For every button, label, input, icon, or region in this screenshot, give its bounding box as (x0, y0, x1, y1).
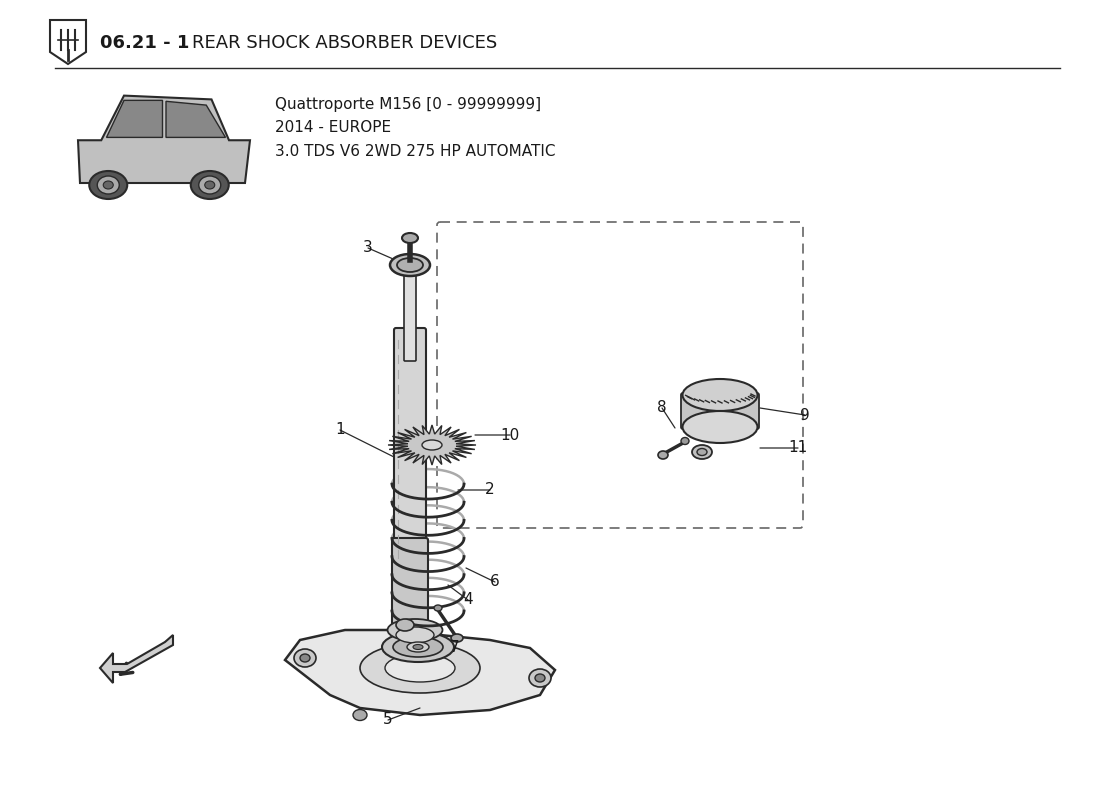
Ellipse shape (190, 171, 229, 199)
Ellipse shape (396, 627, 435, 643)
Polygon shape (78, 96, 250, 183)
Ellipse shape (535, 674, 544, 682)
FancyBboxPatch shape (394, 328, 426, 562)
Text: 2014 - EUROPE: 2014 - EUROPE (275, 121, 392, 135)
Ellipse shape (681, 438, 689, 445)
Ellipse shape (382, 632, 454, 662)
Polygon shape (285, 630, 556, 715)
Ellipse shape (97, 176, 119, 194)
Ellipse shape (387, 619, 442, 641)
Text: 10: 10 (500, 427, 519, 442)
Text: 3.0 TDS V6 2WD 275 HP AUTOMATIC: 3.0 TDS V6 2WD 275 HP AUTOMATIC (275, 143, 556, 158)
FancyBboxPatch shape (404, 269, 416, 361)
Polygon shape (388, 425, 476, 465)
FancyBboxPatch shape (392, 538, 428, 632)
Polygon shape (50, 20, 86, 64)
Ellipse shape (682, 411, 758, 443)
Ellipse shape (402, 233, 418, 243)
Ellipse shape (422, 440, 442, 450)
Text: 2: 2 (485, 482, 495, 498)
Text: 06.21 - 1: 06.21 - 1 (100, 34, 189, 52)
Polygon shape (166, 102, 226, 138)
Text: 6: 6 (491, 574, 499, 590)
Ellipse shape (294, 649, 316, 667)
Text: 8: 8 (657, 401, 667, 415)
Text: 5: 5 (383, 713, 393, 727)
Text: 1: 1 (336, 422, 344, 438)
Ellipse shape (697, 449, 707, 455)
Ellipse shape (434, 605, 442, 611)
Polygon shape (107, 100, 163, 138)
Text: Quattroporte M156 [0 - 99999999]: Quattroporte M156 [0 - 99999999] (275, 98, 541, 113)
Ellipse shape (451, 634, 463, 642)
Ellipse shape (205, 181, 214, 189)
FancyBboxPatch shape (681, 393, 759, 429)
Text: 4: 4 (463, 593, 473, 607)
Ellipse shape (407, 642, 429, 652)
Ellipse shape (397, 258, 424, 272)
Text: REAR SHOCK ABSORBER DEVICES: REAR SHOCK ABSORBER DEVICES (192, 34, 497, 52)
Ellipse shape (385, 654, 455, 682)
Ellipse shape (658, 451, 668, 459)
Ellipse shape (393, 637, 443, 657)
Ellipse shape (682, 379, 758, 411)
Polygon shape (100, 635, 173, 683)
Ellipse shape (529, 669, 551, 687)
Text: 9: 9 (800, 407, 810, 422)
Ellipse shape (390, 254, 430, 276)
Text: 7: 7 (450, 641, 460, 655)
Ellipse shape (412, 645, 424, 650)
Ellipse shape (360, 643, 480, 693)
Ellipse shape (103, 181, 113, 189)
Text: 3: 3 (363, 241, 373, 255)
Ellipse shape (692, 445, 712, 459)
Ellipse shape (353, 710, 367, 721)
Text: 11: 11 (789, 441, 807, 455)
Ellipse shape (396, 619, 414, 631)
Ellipse shape (199, 176, 221, 194)
Ellipse shape (300, 654, 310, 662)
Ellipse shape (89, 171, 128, 199)
